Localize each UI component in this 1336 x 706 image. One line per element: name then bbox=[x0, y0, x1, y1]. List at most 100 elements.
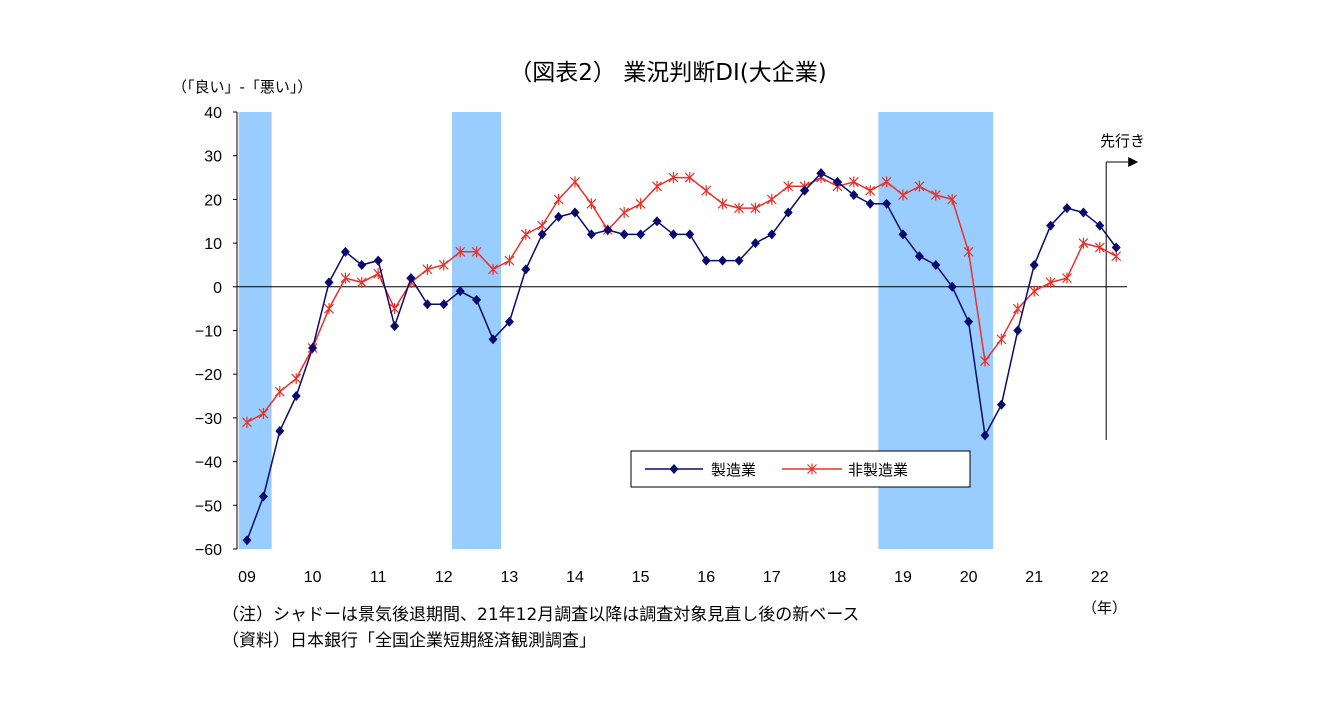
x-tick-label: 20 bbox=[960, 569, 978, 586]
x-tick-label: 22 bbox=[1091, 569, 1109, 586]
x-tick-label: 21 bbox=[1025, 569, 1043, 586]
data-point bbox=[996, 333, 1007, 345]
y-axis-ticks: 40 30 20 10 0 −10 −20 −30 −40 −50 −60 bbox=[195, 105, 237, 559]
legend-marker-nonmanufacturing bbox=[807, 463, 817, 475]
data-point bbox=[701, 255, 711, 266]
data-point bbox=[980, 430, 990, 441]
data-point bbox=[930, 189, 941, 201]
y-tick-label: 30 bbox=[204, 149, 222, 166]
data-point bbox=[783, 207, 793, 218]
data-point bbox=[1062, 272, 1072, 284]
x-tick-label: 14 bbox=[566, 569, 584, 586]
data-point bbox=[963, 246, 974, 258]
data-point bbox=[586, 198, 597, 210]
data-point bbox=[1111, 250, 1122, 262]
data-point bbox=[242, 416, 252, 428]
series-nonmanufacturing bbox=[242, 172, 1122, 428]
data-point bbox=[668, 172, 679, 184]
data-point bbox=[422, 299, 432, 310]
data-point bbox=[521, 264, 531, 275]
data-point bbox=[340, 272, 351, 284]
recession-shading bbox=[238, 112, 994, 549]
data-point bbox=[718, 255, 728, 266]
footnote-note: （注）シャドーは景気後退期間、21年12月調査以降は調査対象見直し後の新ベース bbox=[222, 605, 860, 625]
data-point bbox=[324, 277, 334, 288]
data-point bbox=[258, 408, 269, 420]
data-point bbox=[340, 246, 350, 257]
data-point bbox=[849, 190, 859, 201]
data-point bbox=[439, 299, 449, 310]
data-point bbox=[537, 220, 548, 232]
footnote-source: （資料）日本銀行「全国企業短期経済観測調査」 bbox=[222, 631, 596, 651]
data-point bbox=[898, 229, 908, 240]
data-point bbox=[455, 286, 465, 297]
x-axis-year-labels: 09 10 11 12 13 14 15 16 17 18 19 20 21 22 bbox=[238, 569, 1109, 586]
data-point bbox=[947, 193, 958, 205]
data-point bbox=[1062, 203, 1072, 214]
y-tick-label: −50 bbox=[195, 498, 222, 515]
x-tick-label: 15 bbox=[632, 569, 650, 586]
data-point bbox=[275, 426, 285, 437]
data-point bbox=[586, 229, 596, 240]
data-point bbox=[406, 273, 416, 284]
data-point bbox=[1046, 220, 1056, 231]
series-line bbox=[246, 172, 1117, 541]
data-point bbox=[1111, 242, 1121, 253]
data-point bbox=[652, 180, 662, 192]
data-point bbox=[1029, 259, 1039, 270]
x-tick-label: 17 bbox=[763, 569, 781, 586]
chart-title: （図表2） 業況判断DI(大企業) bbox=[509, 60, 826, 86]
data-point bbox=[274, 386, 285, 398]
data-point bbox=[570, 176, 580, 188]
data-point bbox=[1078, 207, 1088, 218]
data-point bbox=[882, 198, 892, 209]
data-point bbox=[832, 176, 842, 187]
data-point bbox=[783, 180, 794, 192]
legend-diamond-icon bbox=[669, 464, 679, 474]
series-lines bbox=[242, 168, 1122, 546]
legend-marker-manufacturing bbox=[669, 464, 679, 474]
data-point bbox=[324, 303, 334, 315]
data-point bbox=[619, 229, 629, 240]
y-tick-label: 0 bbox=[213, 280, 222, 297]
x-tick-label: 09 bbox=[238, 569, 256, 586]
data-point bbox=[848, 176, 859, 188]
data-point bbox=[504, 255, 515, 267]
data-point bbox=[980, 355, 990, 367]
data-point bbox=[931, 259, 941, 270]
x-tick-label: 19 bbox=[894, 569, 912, 586]
data-point bbox=[1029, 285, 1040, 297]
data-point bbox=[603, 224, 613, 235]
data-point bbox=[734, 202, 744, 214]
data-point bbox=[668, 229, 678, 240]
y-tick-label: −30 bbox=[195, 411, 222, 428]
data-point bbox=[553, 193, 564, 205]
x-tick-label: 18 bbox=[829, 569, 847, 586]
series-line bbox=[246, 176, 1117, 423]
data-point bbox=[1094, 241, 1105, 253]
x-tick-label: 12 bbox=[435, 569, 453, 586]
y-tick-label: 20 bbox=[204, 192, 222, 209]
data-point bbox=[356, 276, 367, 288]
data-point bbox=[308, 342, 318, 353]
data-point bbox=[701, 185, 712, 197]
forecast-label: 先行き bbox=[1100, 132, 1145, 150]
data-point bbox=[488, 263, 498, 275]
data-point bbox=[258, 491, 268, 502]
data-point bbox=[438, 259, 449, 271]
data-point bbox=[554, 211, 564, 222]
data-point bbox=[1045, 276, 1056, 288]
data-point bbox=[816, 168, 826, 179]
data-point bbox=[685, 229, 695, 240]
data-point bbox=[373, 255, 383, 266]
forecast-arrow-head bbox=[1128, 157, 1139, 167]
data-point bbox=[422, 263, 433, 275]
data-point bbox=[652, 216, 662, 227]
data-point bbox=[914, 251, 924, 262]
data-point bbox=[881, 176, 892, 188]
data-point bbox=[1012, 303, 1023, 315]
recession-band-2 bbox=[452, 112, 502, 549]
legend-label-nonmanufacturing: 非製造業 bbox=[848, 461, 908, 479]
y-tick-label: −40 bbox=[195, 455, 222, 472]
